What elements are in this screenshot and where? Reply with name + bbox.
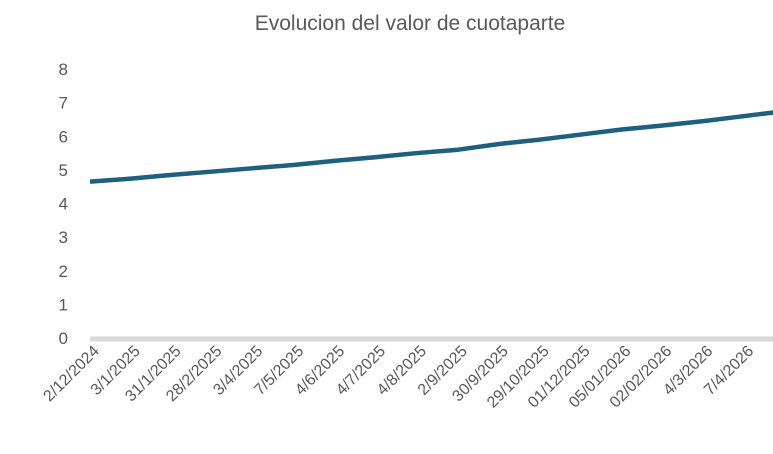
y-tick-label: 7 <box>59 94 68 113</box>
y-tick-label: 1 <box>59 295 68 314</box>
y-tick-label: 3 <box>59 228 68 247</box>
y-tick-label: 4 <box>59 195 68 214</box>
y-tick-label: 0 <box>59 329 68 348</box>
data-line <box>89 110 773 184</box>
y-tick-label: 2 <box>59 262 68 281</box>
y-tick-label: 5 <box>59 161 68 180</box>
y-tick-label: 6 <box>59 127 68 146</box>
y-tick-label: 8 <box>59 60 68 79</box>
chart-title: Evolucion del valor de cuotaparte <box>255 12 566 35</box>
x-tick-label: 2/12/2024 <box>40 343 102 405</box>
